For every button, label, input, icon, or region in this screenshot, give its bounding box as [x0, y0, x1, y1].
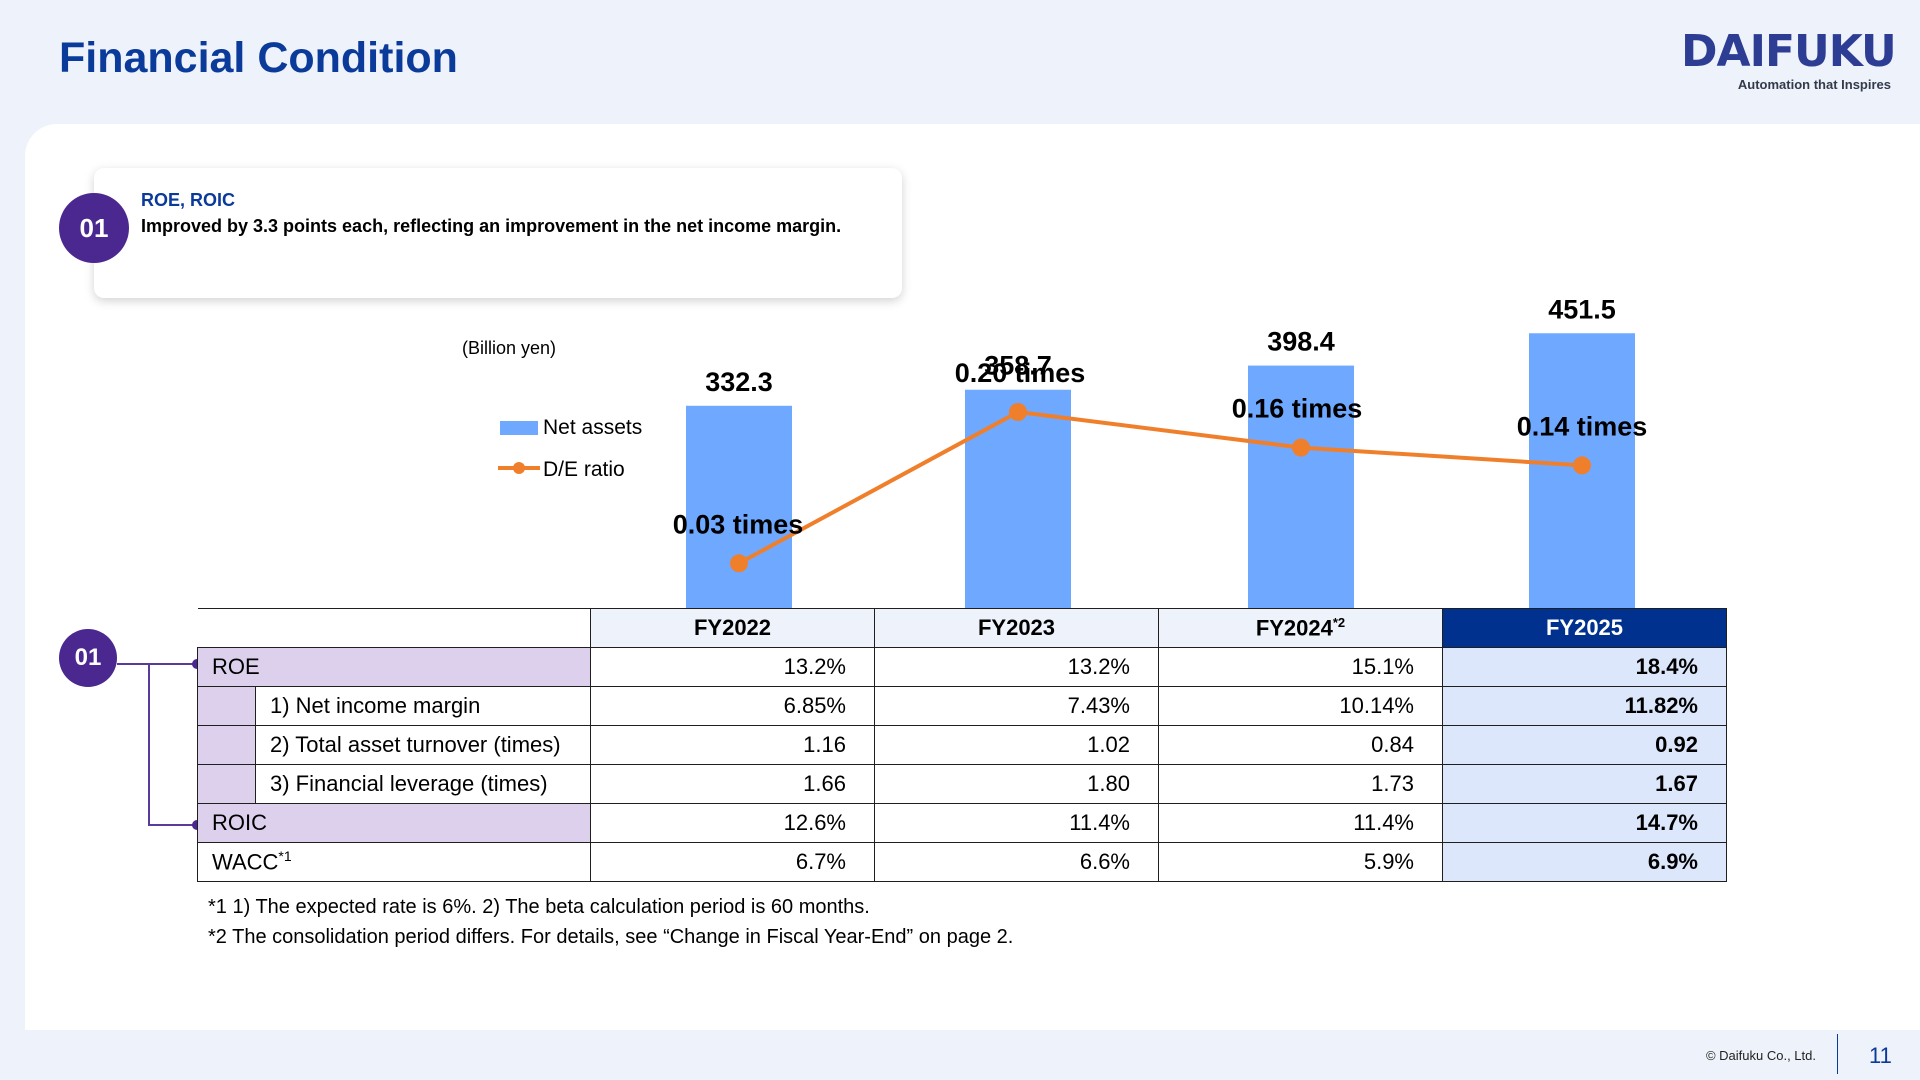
table-cell: 1.66	[590, 764, 875, 804]
connector-h-bottom	[148, 824, 197, 826]
table-cell-highlight: 0.92	[1442, 725, 1727, 765]
legend-marker-de-ratio	[513, 462, 525, 474]
table-cell: 15.1%	[1158, 647, 1443, 687]
legend-label-de-ratio: D/E ratio	[543, 458, 625, 481]
net-assets-de-chart: 332.3 358.7 398.4 451.5 0.03 times 0.20 times…	[498, 294, 1648, 608]
copyright: © Daifuku Co., Ltd.	[1705, 1048, 1816, 1063]
row-label-total-asset-turnover: 2) Total asset turnover (times)	[255, 725, 591, 765]
bar-net-assets	[965, 389, 1071, 608]
bar-value-label: 398.4	[1267, 327, 1335, 357]
callout-heading: ROE, ROIC	[141, 190, 236, 210]
table-cell-highlight: 14.7%	[1442, 803, 1727, 843]
header-fy2023: FY2023	[874, 608, 1159, 648]
table-cell: 6.7%	[590, 842, 875, 882]
footnote-2: *2 The consolidation period differs. For…	[208, 926, 1014, 948]
table-header-row: FY2022 FY2023 FY2024*2 FY2025	[197, 608, 1727, 648]
logo-tagline: Automation that Inspires	[1737, 77, 1891, 92]
table-row-financial-leverage: 3) Financial leverage (times) 1.66 1.80 …	[197, 764, 1727, 804]
table-row-total-asset-turnover: 2) Total asset turnover (times) 1.16 1.0…	[197, 725, 1727, 765]
page-title: Financial Condition	[59, 34, 458, 82]
row-label-roe: ROE	[197, 647, 591, 687]
bar-value-label: 451.5	[1548, 294, 1616, 324]
table-row-roe: ROE 13.2% 13.2% 15.1% 18.4%	[197, 647, 1727, 687]
indent-bar	[197, 725, 256, 765]
bar-net-assets	[1248, 365, 1354, 608]
callout-badge: 01	[59, 193, 129, 263]
table-cell: 1.80	[874, 764, 1159, 804]
financial-table: FY2022 FY2023 FY2024*2 FY2025 ROE 13.2% …	[197, 608, 1727, 882]
connector-h-top	[117, 663, 197, 665]
page-number: 11	[1869, 1043, 1892, 1068]
table-cell-highlight: 6.9%	[1442, 842, 1727, 882]
table-cell-highlight: 11.82%	[1442, 686, 1727, 726]
table-cell: 11.4%	[1158, 803, 1443, 843]
table-cell: 1.02	[874, 725, 1159, 765]
daifuku-logo: DAIFUKU Automation that Inspires	[1681, 26, 1897, 93]
footnotes: *1 1) The expected rate is 6%. 2) The be…	[208, 892, 1013, 952]
de-ratio-label: 0.16 times	[1232, 394, 1363, 424]
callout-text: Improved by 3.3 points each, reflecting …	[141, 216, 842, 236]
de-ratio-point	[1573, 456, 1591, 475]
table-row-wacc: WACC*1 6.7% 6.6% 5.9% 6.9%	[197, 842, 1727, 882]
de-ratio-line	[738, 409, 1583, 566]
table-cell: 0.84	[1158, 725, 1443, 765]
table-cell: 1.73	[1158, 764, 1443, 804]
logo-name: DAIFUKU	[1681, 26, 1897, 77]
table-cell-highlight: 1.67	[1442, 764, 1727, 804]
connector-vertical	[148, 664, 150, 825]
table-cell: 6.6%	[874, 842, 1159, 882]
de-ratio-point	[1292, 438, 1310, 457]
bar-value-label: 358.7	[984, 351, 1052, 381]
chart-unit-label: (Billion yen)	[462, 338, 557, 358]
de-ratio-label: 0.03 times	[673, 509, 804, 539]
legend-swatch-net-assets	[500, 421, 538, 435]
table-cell: 1.16	[590, 725, 875, 765]
table-cell: 5.9%	[1158, 842, 1443, 882]
page-separator	[1837, 1034, 1838, 1074]
table-cell-highlight: 18.4%	[1442, 647, 1727, 687]
de-ratio-point	[730, 554, 748, 573]
table-cell: 6.85%	[590, 686, 875, 726]
de-ratio-point	[1009, 403, 1027, 421]
table-row-net-income-margin: 1) Net income margin 6.85% 7.43% 10.14% …	[197, 686, 1727, 726]
table-cell: 13.2%	[590, 647, 875, 687]
row-label-wacc: WACC*1	[197, 842, 591, 882]
bar-net-assets	[686, 405, 792, 608]
legend-label-net-assets: Net assets	[543, 416, 642, 439]
table-badge: 01	[59, 629, 117, 687]
row-label-net-income-margin: 1) Net income margin	[255, 686, 591, 726]
header-fy2022: FY2022	[590, 608, 875, 648]
bar-value-label: 332.3	[705, 367, 773, 397]
table-cell: 13.2%	[874, 647, 1159, 687]
table-cell: 11.4%	[874, 803, 1159, 843]
table-cell: 10.14%	[1158, 686, 1443, 726]
indent-bar	[197, 764, 256, 804]
header-fy2025: FY2025	[1442, 608, 1727, 648]
table-row-roic: ROIC 12.6% 11.4% 11.4% 14.7%	[197, 803, 1727, 843]
row-label-financial-leverage: 3) Financial leverage (times)	[255, 764, 591, 804]
header-fy2024: FY2024*2	[1158, 608, 1443, 648]
callout-box: ROE, ROIC Improved by 3.3 points each, r…	[94, 168, 902, 298]
row-label-roic: ROIC	[197, 803, 591, 843]
de-ratio-label: 0.20 times	[955, 358, 1086, 388]
table-cell: 7.43%	[874, 686, 1159, 726]
indent-bar	[197, 686, 256, 726]
table-cell: 12.6%	[590, 803, 875, 843]
de-ratio-label: 0.14 times	[1517, 411, 1648, 441]
footnote-1: *1 1) The expected rate is 6%. 2) The be…	[208, 896, 870, 918]
header-blank	[197, 608, 591, 648]
